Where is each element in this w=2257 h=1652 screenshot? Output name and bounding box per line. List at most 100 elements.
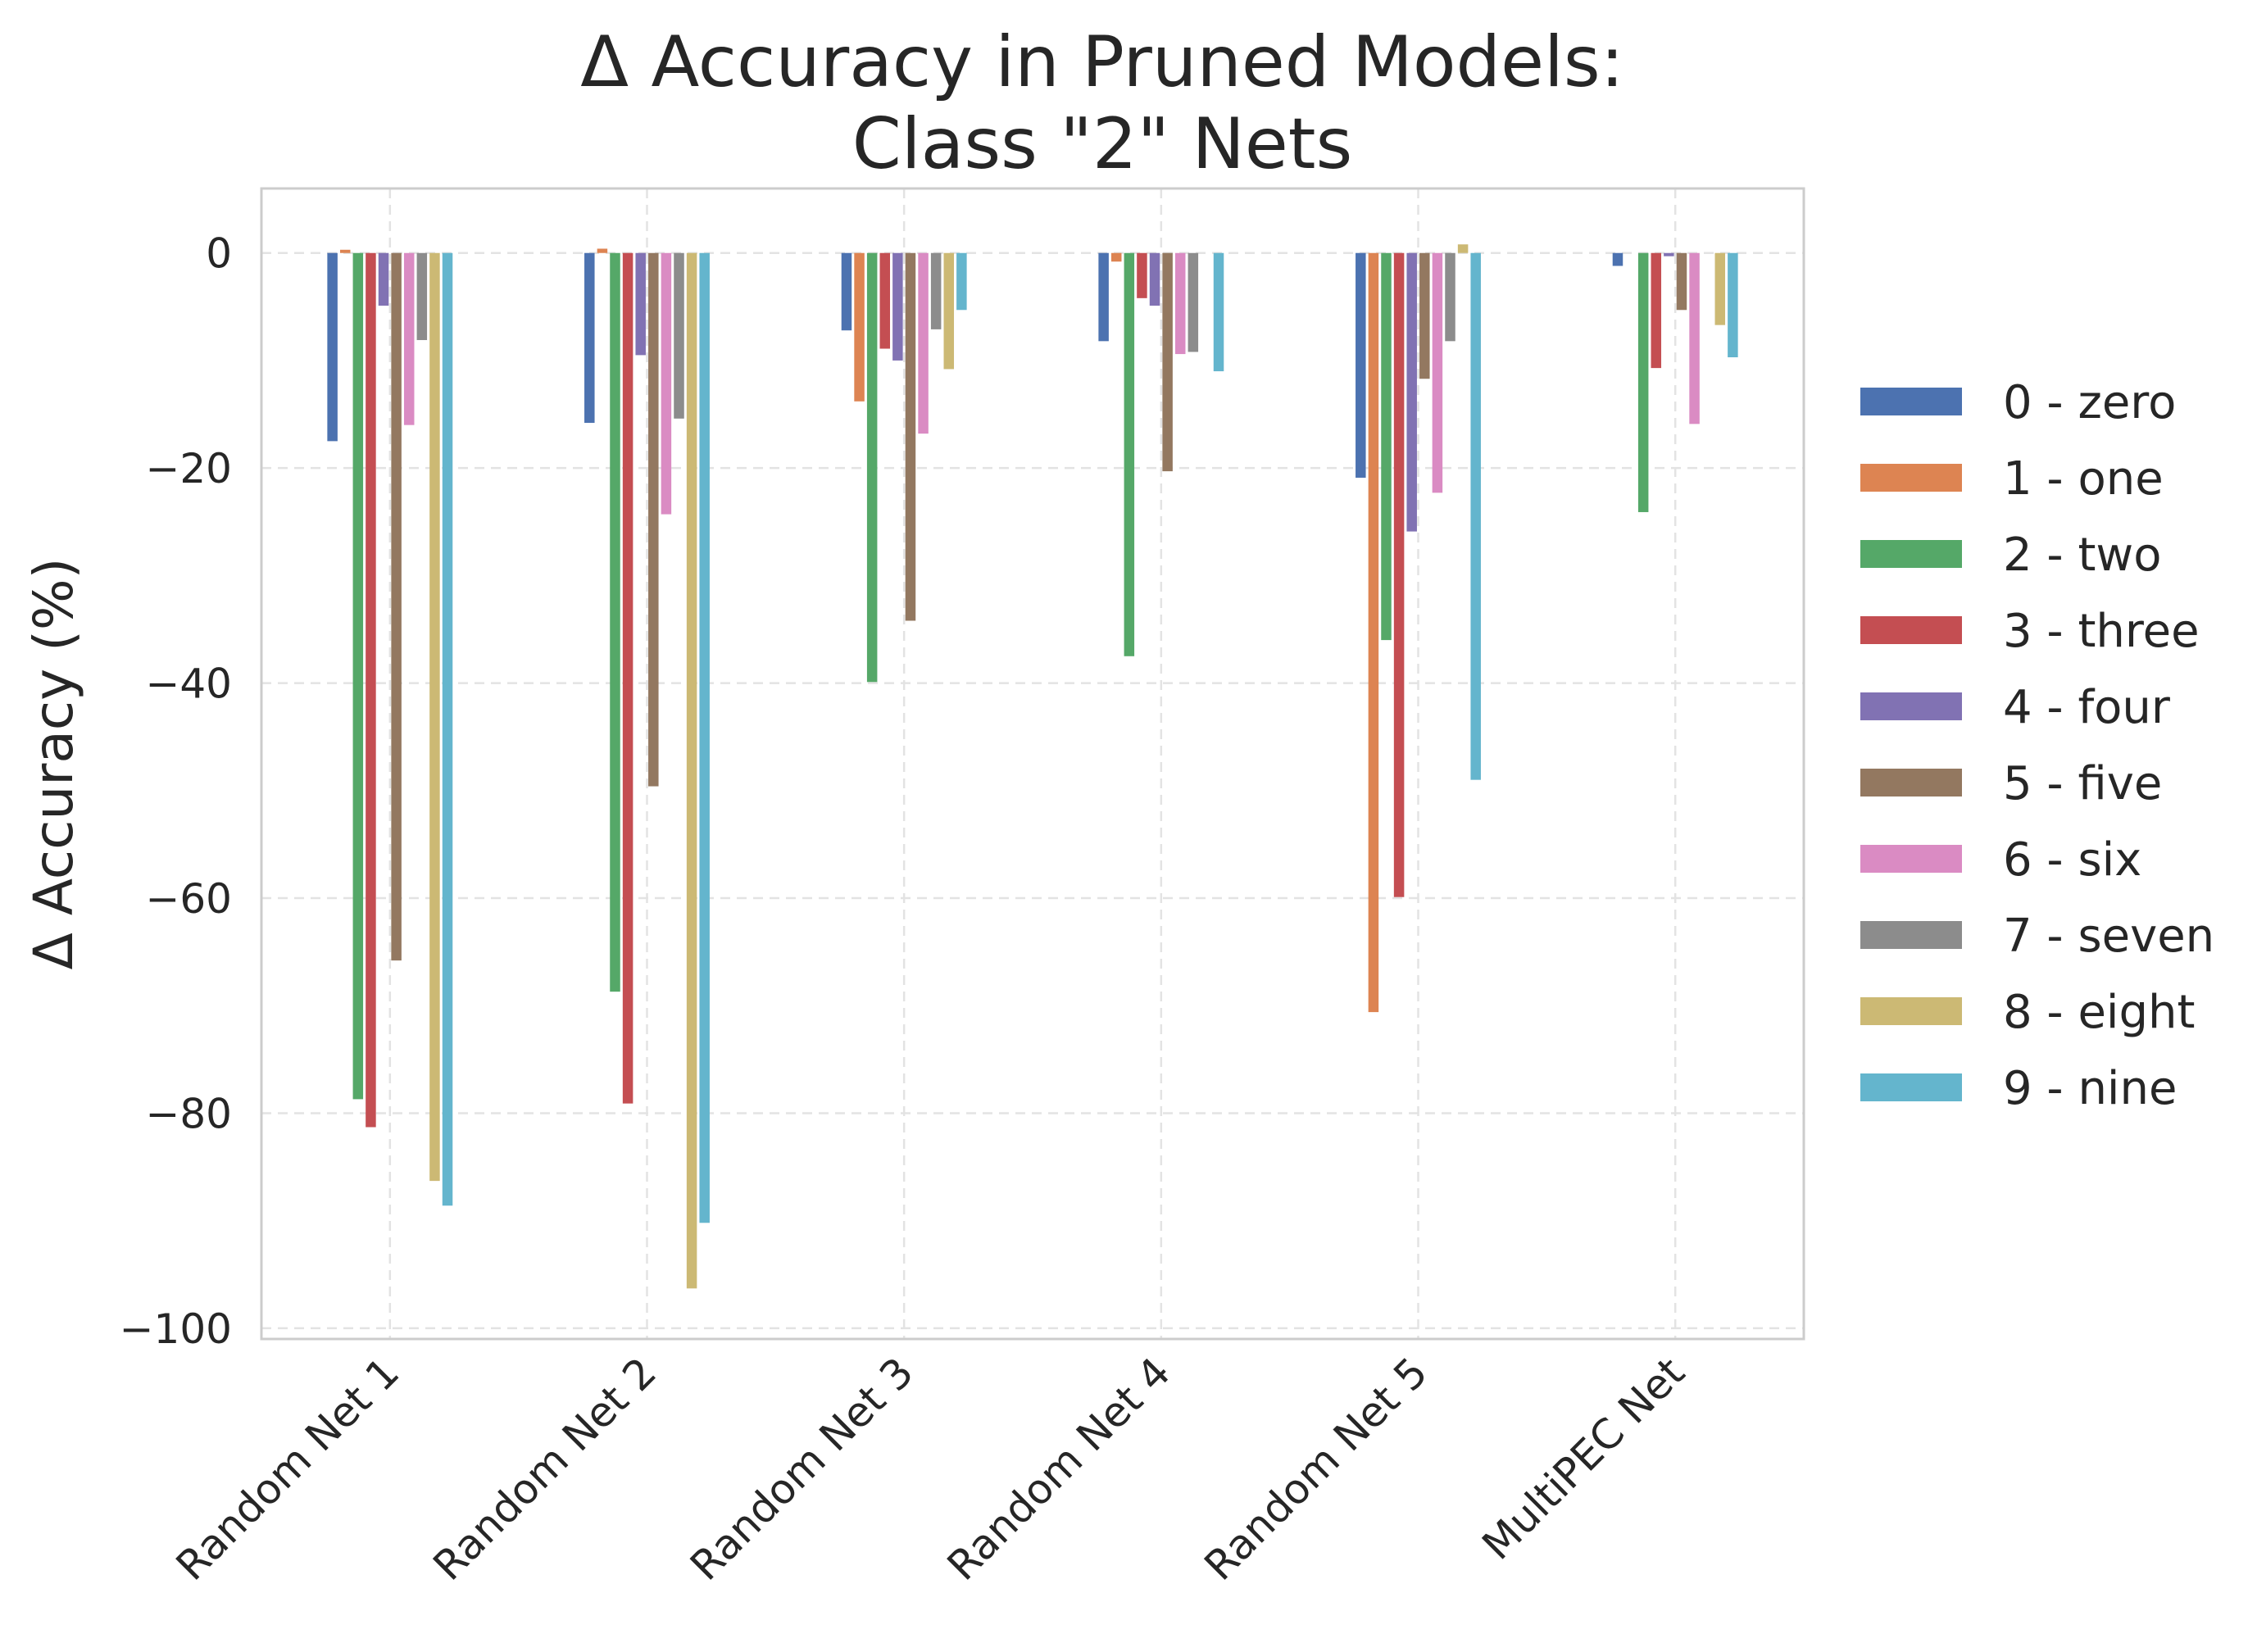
bar [943,252,955,370]
bar [1432,252,1443,493]
legend-item: 8 - eight [1860,986,2195,1039]
legend-label: 8 - eight [2003,986,2195,1039]
legend-label: 1 - one [2003,452,2164,506]
legend: 0 - zero 1 - one 2 - two 3 - three 4 - four 5… [1860,376,2214,1115]
x-tick-label: MultiPEC Net [1474,1348,1694,1568]
bar [879,252,891,349]
legend-label: 6 - six [2003,833,2141,887]
bars [327,244,1738,1289]
bar [1714,252,1726,325]
bar [1676,252,1687,311]
bar [1689,252,1700,424]
bar [1393,252,1405,897]
x-tick-label: Random Net 1 [167,1348,408,1589]
legend-item: 6 - six [1860,833,2141,887]
legend-item: 0 - zero [1860,376,2176,429]
bar [1149,252,1160,306]
legend-item: 9 - nine [1860,1062,2177,1115]
bar [1356,252,1366,478]
legend-swatch [1860,692,1962,720]
bar [905,252,916,621]
y-tick-label: −40 [145,660,232,708]
legend-item: 2 - two [1860,529,2161,582]
bar [391,252,402,961]
legend-swatch [1860,1073,1962,1101]
x-axis-ticks: Random Net 1 Random Net 2 Random Net 3 Rand… [167,1348,1694,1589]
x-tick-label: Random Net 4 [938,1348,1179,1589]
bar [442,252,453,1206]
legend-label: 5 - five [2003,757,2162,810]
x-tick-label: Random Net 5 [1196,1348,1437,1589]
legend-swatch [1860,769,1962,796]
legend-label: 4 - four [2003,681,2171,734]
legend-item: 7 - seven [1860,910,2214,963]
legend-swatch [1860,464,1962,492]
bar [1162,252,1173,472]
bar [1457,244,1469,253]
bar [635,252,646,356]
bar [1213,252,1224,372]
bar [610,252,620,992]
legend-label: 7 - seven [2003,910,2214,963]
legend-label: 3 - three [2003,605,2200,658]
bar [841,252,852,331]
y-tick-label: −20 [145,445,232,492]
bar [1188,252,1199,352]
bar [699,252,710,1223]
bar [1445,252,1455,342]
legend-swatch [1860,921,1962,949]
x-tick-label: Random Net 2 [425,1348,665,1589]
legend-swatch [1860,845,1962,873]
bar [1368,252,1379,1013]
bar [661,252,672,515]
bar [1637,252,1649,512]
bar [1098,252,1109,342]
bar [366,252,376,1128]
legend-label: 2 - two [2003,529,2161,582]
bar [918,252,929,434]
bar [622,252,634,1104]
y-tick-label: 0 [206,230,232,278]
legend-item: 4 - four [1860,681,2171,734]
legend-label: 9 - nine [2003,1062,2177,1115]
chart-title-line-2: Class "2" Nets [852,103,1353,185]
bar [1381,252,1392,641]
bar [1651,252,1662,369]
plot-frame [260,187,1805,1341]
legend-item: 5 - five [1860,757,2162,810]
y-axis-label: Δ Accuracy (%) [22,558,85,970]
legend-swatch [1860,540,1962,568]
bar [403,252,415,425]
bar [686,252,697,1289]
legend-item: 1 - one [1860,452,2164,506]
bar [1174,252,1186,355]
bar [1728,252,1738,358]
bar [1110,252,1122,262]
bar [866,252,878,683]
bar [352,252,364,1100]
bar [584,252,595,424]
bar [378,252,389,306]
bar [416,252,428,341]
bar [854,252,865,402]
bar [674,252,684,419]
y-tick-label: −80 [145,1090,232,1137]
legend-swatch [1860,616,1962,644]
bar [1664,252,1674,256]
x-tick-label: Random Net 3 [681,1348,922,1589]
y-axis-ticks: 0 −20 −40 −60 −80 −100 [120,230,232,1353]
legend-label: 0 - zero [2003,376,2176,429]
legend-swatch [1860,388,1962,415]
legend-swatch [1860,997,1962,1025]
bar [1124,252,1135,656]
chart-title-line-1: Δ Accuracy in Pruned Models: [580,21,1623,103]
bar [1612,252,1623,266]
bar [1470,252,1481,780]
bar [339,249,351,253]
bar [327,252,338,442]
bar [648,252,659,787]
bar [1137,252,1147,298]
grid-lines [261,188,1804,1339]
bar [892,252,903,361]
